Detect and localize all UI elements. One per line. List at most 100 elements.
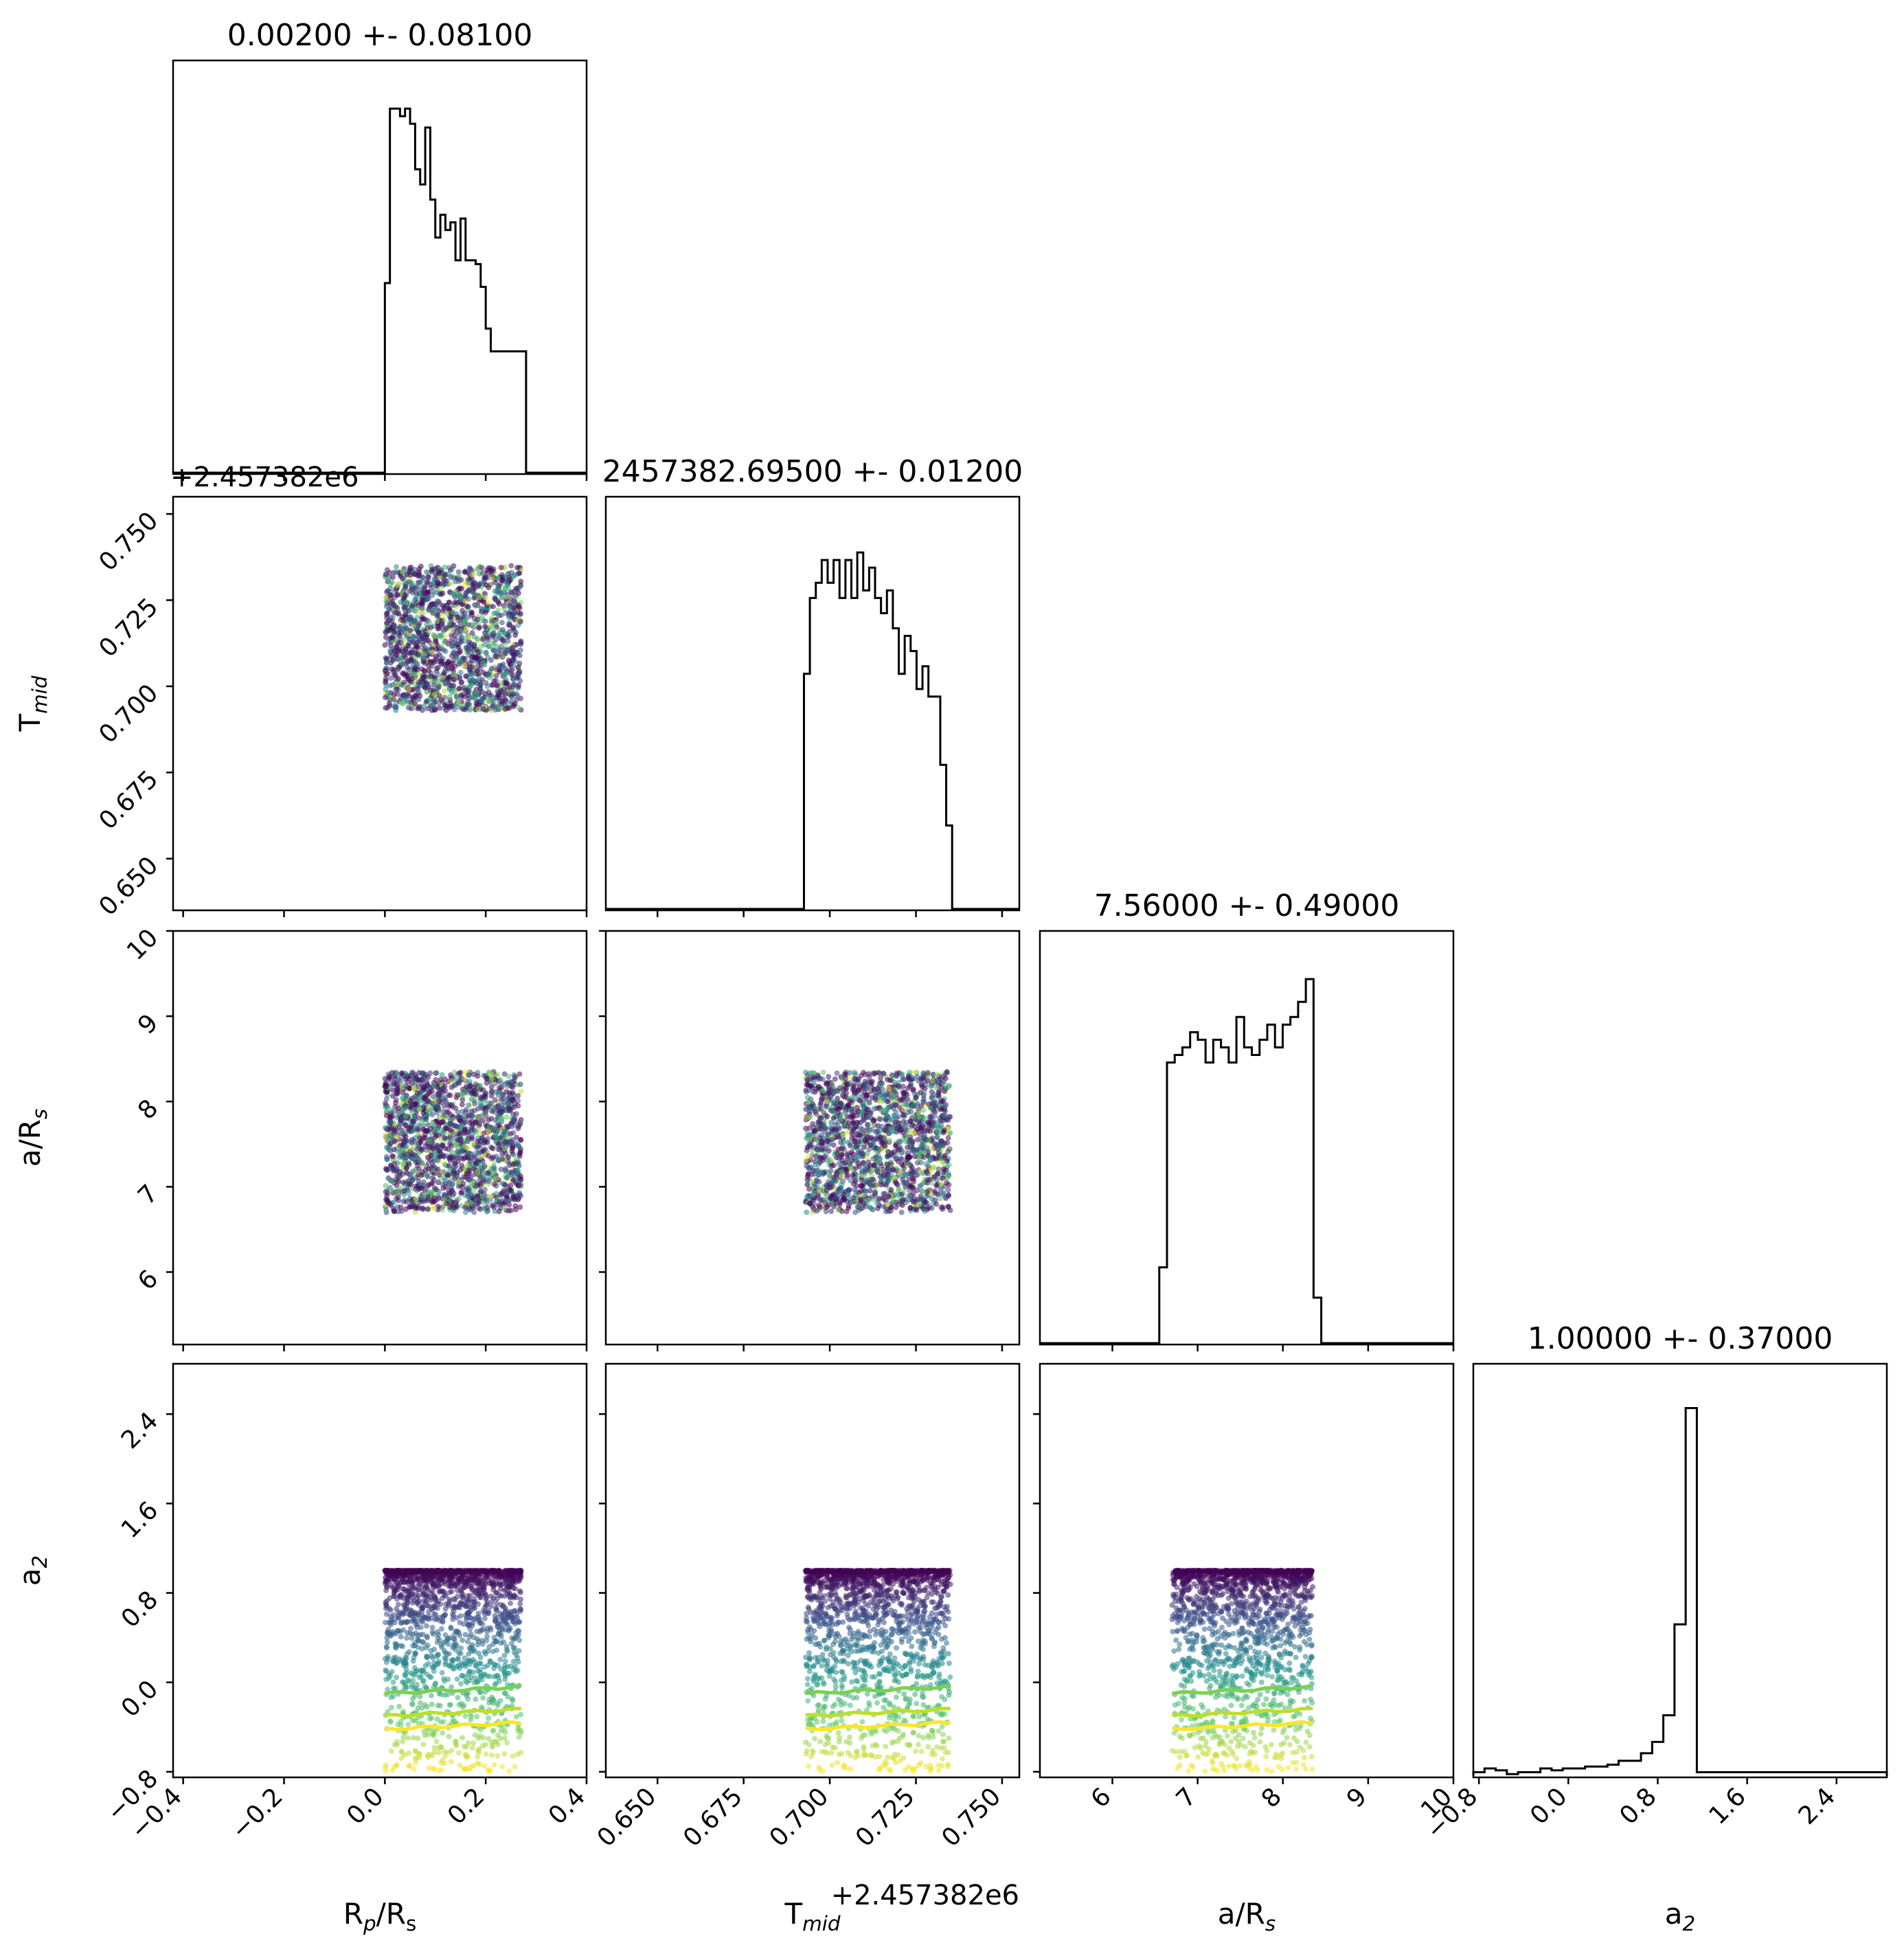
sample-point: [900, 1083, 906, 1090]
sample-point: [846, 1187, 852, 1193]
sample-point: [395, 675, 401, 682]
sample-point: [492, 653, 498, 660]
sample-point: [389, 682, 396, 688]
sample-point: [422, 668, 427, 675]
sample-point: [383, 629, 389, 636]
sample-point: [446, 1163, 452, 1169]
sample-point: [486, 671, 492, 677]
sample-point: [391, 1208, 397, 1214]
sample-point: [472, 580, 478, 586]
sample-point: [457, 1070, 463, 1076]
sample-point: [876, 1070, 882, 1076]
scatter-ars-rp: [382, 1068, 524, 1215]
sample-point: [433, 1070, 440, 1076]
sample-point: [512, 1196, 518, 1202]
panel-title-tmid: 2457382.69500 +- 0.01200: [602, 454, 1023, 489]
sample-point: [492, 1208, 498, 1214]
sample-point: [388, 1119, 394, 1125]
sample-point: [434, 665, 440, 671]
sample-point: [511, 611, 517, 618]
sample-point: [515, 1092, 521, 1099]
sample-point: [414, 1090, 420, 1096]
sample-point: [473, 1160, 479, 1167]
sample-point: [400, 1138, 407, 1145]
sample-point: [460, 1147, 466, 1153]
sample-point: [475, 636, 481, 642]
sample-point: [441, 577, 447, 583]
sample-point: [517, 660, 523, 666]
sample-point: [467, 1167, 473, 1173]
sample-point: [871, 1106, 877, 1112]
sample-point: [944, 1180, 950, 1186]
sample-point: [400, 1180, 407, 1185]
sample-point: [902, 1113, 908, 1119]
sample-point: [913, 1095, 919, 1101]
sample-point: [457, 669, 464, 675]
sample-point: [852, 1091, 857, 1097]
sample-point: [936, 1166, 942, 1172]
sample-point: [415, 639, 421, 645]
sample-point: [872, 1189, 879, 1195]
sample-point: [389, 1070, 395, 1076]
sample-point: [497, 1200, 503, 1206]
y-tick-label: 7: [133, 1180, 163, 1211]
sample-point: [439, 1169, 445, 1176]
sample-point: [503, 1175, 510, 1181]
sample-point: [426, 1160, 431, 1166]
sample-point: [385, 576, 391, 583]
sample-point: [903, 1138, 909, 1145]
sample-point: [431, 1195, 437, 1201]
y-tick-label: 0.750: [93, 506, 163, 576]
sample-point: [512, 585, 519, 592]
sample-point: [482, 1110, 488, 1116]
sample-point: [433, 653, 439, 660]
sample-point: [490, 623, 496, 629]
sample-point: [505, 576, 511, 583]
sample-point: [386, 703, 392, 709]
sample-point: [419, 1160, 425, 1166]
sample-point: [515, 705, 521, 711]
sample-point: [865, 1114, 872, 1120]
sample-point: [419, 1205, 425, 1211]
sample-point: [429, 600, 435, 607]
sample-point: [469, 630, 475, 636]
sample-point: [516, 670, 522, 676]
sample-point: [383, 1096, 389, 1102]
sample-point: [407, 627, 413, 633]
sample-point: [383, 695, 388, 701]
sample-point: [805, 1165, 811, 1171]
sample-point: [478, 1162, 484, 1168]
sample-point: [510, 1117, 516, 1123]
sample-point: [433, 589, 440, 596]
sample-point: [455, 1152, 461, 1158]
sample-point: [454, 1173, 460, 1179]
sample-point: [457, 1123, 462, 1129]
sample-point: [824, 1158, 830, 1164]
sample-point: [835, 1146, 841, 1152]
sample-point: [391, 1127, 397, 1134]
sample-point: [465, 1145, 471, 1151]
sample-point: [899, 1202, 905, 1209]
sample-point: [914, 1207, 920, 1213]
sample-point: [394, 1081, 400, 1088]
sample-point: [490, 1072, 495, 1078]
sample-point: [502, 706, 508, 712]
sample-point: [407, 1204, 412, 1211]
sample-point: [457, 585, 463, 592]
sample-point: [442, 564, 448, 570]
sample-point: [416, 679, 422, 685]
sample-point: [480, 1087, 486, 1093]
sample-point: [466, 677, 473, 684]
sample-point: [426, 629, 432, 635]
sample-point: [927, 1114, 933, 1120]
sample-point: [451, 622, 457, 628]
sample-point: [475, 649, 481, 655]
sample-point: [455, 644, 462, 651]
sample-point: [407, 565, 413, 571]
sample-point: [870, 1118, 876, 1124]
sample-point: [427, 673, 433, 679]
sample-point: [475, 1114, 481, 1121]
sample-point: [449, 653, 455, 659]
sample-point: [888, 1187, 894, 1193]
sample-point: [940, 1204, 946, 1211]
